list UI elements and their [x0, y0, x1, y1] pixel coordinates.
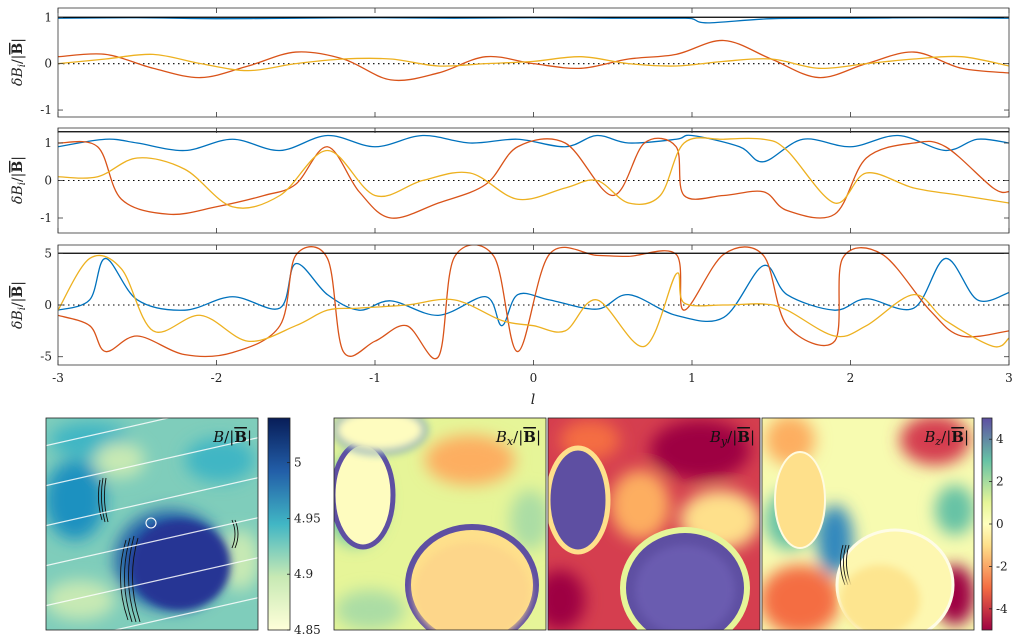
xtick-label-4: 1 [688, 371, 696, 385]
ytick-label-top-1: 0 [44, 57, 52, 71]
xtick-group-middle [57, 128, 1010, 233]
colorbar-label-3-3: 4.85 [294, 623, 321, 635]
ylabel-bottom: δBi/|B| [10, 281, 28, 329]
line-panel-middle: -1 0 1 δBi/|B| [10, 127, 1010, 234]
ytick-label-bot-1: 0 [44, 298, 52, 312]
colorbar-label-6-2: 0 [996, 517, 1004, 531]
heatmap-title-4: Bz/|B| [923, 428, 969, 448]
ytick-label-mid-0: -1 [40, 211, 52, 225]
series-line-bot-2 [58, 254, 1009, 348]
ytick-group-middle: -1 0 1 [40, 136, 1009, 225]
series-line-bot-0 [58, 257, 1009, 327]
colorbar-label-6-3: -2 [996, 559, 1008, 573]
ytick-label-top-2: 1 [44, 10, 52, 24]
xtick-label-0: -3 [52, 371, 64, 385]
series-group-middle [58, 131, 1009, 219]
colorbar-label-3-1: 4.95 [294, 511, 321, 525]
colorbar-2-ticks: 4 2 0 -2 -4 [989, 432, 1008, 616]
xtick-label-5: 2 [847, 371, 855, 385]
heatmap-image-2 [334, 418, 546, 630]
heatmap-image-1 [46, 418, 258, 630]
series-line-mid-0 [58, 134, 1009, 163]
colorbar-2: 4 2 0 -2 -4 [981, 417, 1008, 631]
ytick-label-top-0: -1 [40, 103, 52, 117]
xtick-label-6: 3 [1005, 371, 1013, 385]
heatmap-title-1: B/|B| [212, 428, 252, 446]
line-panel-bottom: -5 0 5 -3 -2 -1 0 1 2 3 δBi/|B| l [10, 244, 1013, 408]
xtick-label-3: 0 [530, 371, 538, 385]
colorbar-label-6-4: -4 [996, 602, 1008, 616]
series-line-top-1 [58, 39, 1009, 82]
colorbar-1-ticks: 5 4.95 4.9 4.85 [287, 456, 321, 635]
plot-frame-top [57, 7, 1010, 118]
colorbar-1: 5 4.95 4.9 4.85 [267, 417, 321, 635]
heatmap-panel-3: By/|B| [547, 417, 761, 631]
xlabel-bottom: l [531, 392, 535, 408]
series-line-mid-2 [58, 137, 1009, 209]
xtick-group-bottom: -3 -2 -1 0 1 2 3 [52, 245, 1013, 385]
ytick-label-bot-0: -5 [40, 350, 52, 364]
heatmap-image-4 [762, 418, 974, 630]
ylabel-top: δBi/|B| [10, 38, 28, 86]
heatmap-panel-1: B/|B| [45, 417, 259, 631]
ylabel-middle: δBi/|B| [10, 156, 28, 204]
colorbar-label-6-1: 2 [996, 475, 1004, 489]
colorbar-label-3-2: 4.9 [294, 567, 313, 581]
ytick-group-bottom: -5 0 5 [40, 246, 1009, 364]
series-line-bot-1 [58, 245, 1009, 360]
series-line-mid-1 [58, 137, 1009, 219]
series-group-bottom [58, 245, 1009, 360]
heatmap-title-2: Bx/|B| [495, 428, 541, 448]
series-group-top [58, 16, 1009, 82]
ytick-label-mid-1: 0 [44, 174, 52, 188]
ytick-label-mid-2: 1 [44, 136, 52, 150]
colorbar-label-6-0: 4 [996, 432, 1004, 446]
colorbar-label-3-0: 5 [294, 456, 302, 470]
ytick-label-bot-2: 5 [44, 246, 52, 260]
heatmap-panel-2: Bx/|B| [333, 417, 547, 631]
heatmap-image-3 [548, 418, 760, 630]
xtick-group-top [57, 8, 1010, 117]
series-line-top-0 [58, 17, 1009, 24]
heatmap-title-3: By/|B| [709, 428, 755, 448]
xtick-label-2: -1 [369, 371, 381, 385]
xtick-label-1: -2 [211, 371, 223, 385]
heatmap-panel-4: Bz/|B| [761, 417, 975, 631]
series-line-top-2 [58, 53, 1009, 72]
ytick-group-top: -1 0 1 [40, 10, 1009, 117]
line-panel-top: -1 0 1 δBi/|B| [10, 7, 1010, 118]
